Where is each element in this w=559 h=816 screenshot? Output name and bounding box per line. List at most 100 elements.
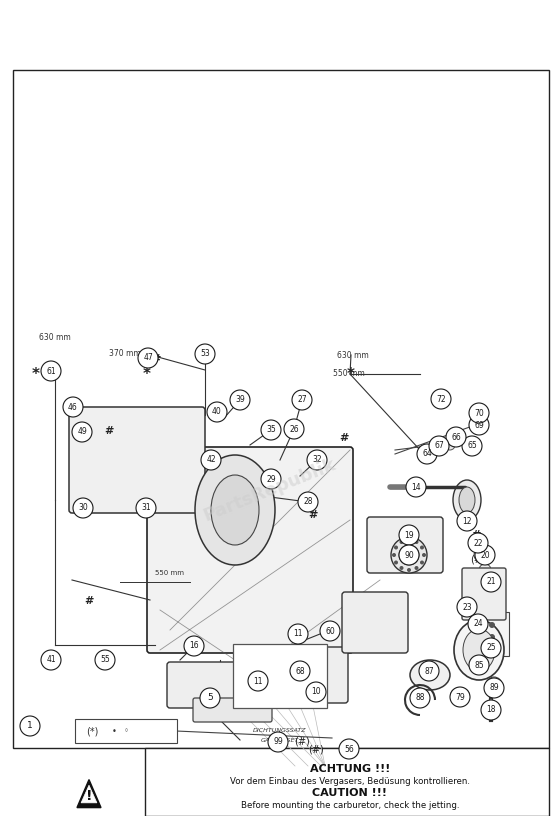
- Text: 64: 64: [422, 450, 432, 459]
- Text: 85: 85: [474, 660, 484, 669]
- Text: 10: 10: [311, 688, 321, 697]
- Circle shape: [392, 553, 396, 557]
- Ellipse shape: [454, 620, 504, 680]
- Text: 12: 12: [462, 517, 472, 526]
- Text: 32: 32: [312, 455, 322, 464]
- FancyBboxPatch shape: [145, 748, 549, 816]
- Text: 72: 72: [436, 394, 446, 403]
- Circle shape: [288, 624, 308, 644]
- Circle shape: [290, 661, 310, 681]
- Text: 56: 56: [344, 744, 354, 753]
- Circle shape: [136, 498, 156, 518]
- Text: 42: 42: [206, 455, 216, 464]
- Circle shape: [474, 549, 486, 561]
- Text: 66: 66: [451, 432, 461, 441]
- FancyBboxPatch shape: [342, 592, 408, 653]
- Text: (*): (*): [86, 726, 98, 736]
- Text: 25: 25: [486, 644, 496, 653]
- Text: 61: 61: [46, 366, 56, 375]
- Circle shape: [399, 545, 419, 565]
- Circle shape: [469, 415, 489, 435]
- Circle shape: [95, 650, 115, 670]
- Text: PartsRepublik: PartsRepublik: [201, 455, 339, 525]
- Circle shape: [410, 688, 430, 708]
- Circle shape: [422, 553, 426, 557]
- Polygon shape: [81, 785, 97, 803]
- Text: 630 mm: 630 mm: [39, 332, 71, 342]
- Ellipse shape: [451, 688, 469, 702]
- Text: 70: 70: [474, 409, 484, 418]
- Circle shape: [474, 622, 486, 634]
- Text: 16: 16: [189, 641, 199, 650]
- Circle shape: [468, 533, 488, 553]
- FancyBboxPatch shape: [277, 647, 348, 703]
- Circle shape: [486, 677, 502, 693]
- Circle shape: [420, 546, 424, 549]
- Text: Before mounting the carburetor, check the jetting.: Before mounting the carburetor, check th…: [241, 801, 459, 810]
- Text: *: *: [32, 366, 40, 382]
- Circle shape: [400, 566, 404, 570]
- Circle shape: [292, 390, 312, 410]
- Text: 53: 53: [200, 349, 210, 358]
- Text: #: #: [186, 639, 196, 649]
- Circle shape: [63, 397, 83, 417]
- Circle shape: [268, 732, 288, 752]
- Text: 67: 67: [434, 441, 444, 450]
- Text: GASKET-SET: GASKET-SET: [261, 738, 299, 743]
- Text: DICHTUNGSSATZ: DICHTUNGSSATZ: [253, 729, 307, 734]
- Text: 46: 46: [68, 402, 78, 411]
- Text: 11: 11: [253, 676, 263, 685]
- Text: 55: 55: [100, 655, 110, 664]
- Circle shape: [481, 572, 501, 592]
- Text: #: #: [105, 426, 113, 436]
- Circle shape: [73, 498, 93, 518]
- Circle shape: [195, 344, 215, 364]
- Circle shape: [400, 540, 404, 544]
- Circle shape: [200, 688, 220, 708]
- FancyBboxPatch shape: [13, 70, 549, 748]
- Text: Vor dem Einbau des Vergasers, Bedüsung kontrollieren.: Vor dem Einbau des Vergasers, Bedüsung k…: [230, 778, 470, 787]
- Text: CAUTION !!!: CAUTION !!!: [312, 788, 387, 798]
- FancyBboxPatch shape: [193, 698, 272, 722]
- Text: !: !: [86, 789, 92, 803]
- Text: #: #: [84, 596, 94, 606]
- Circle shape: [471, 407, 481, 417]
- Circle shape: [489, 644, 495, 650]
- Circle shape: [484, 678, 504, 698]
- Circle shape: [138, 348, 158, 368]
- Circle shape: [474, 588, 486, 600]
- Text: 20: 20: [480, 551, 490, 560]
- Circle shape: [422, 449, 432, 459]
- Text: 40: 40: [212, 407, 222, 416]
- Text: 5: 5: [207, 694, 213, 703]
- Polygon shape: [77, 779, 101, 808]
- Text: (#): (#): [294, 737, 310, 747]
- Text: 49: 49: [77, 428, 87, 437]
- Text: 89: 89: [489, 684, 499, 693]
- Text: 41: 41: [46, 655, 56, 664]
- Text: 87: 87: [424, 667, 434, 676]
- Circle shape: [41, 361, 61, 381]
- Text: 88: 88: [415, 694, 425, 703]
- Circle shape: [230, 390, 250, 410]
- Text: 79: 79: [455, 693, 465, 702]
- Circle shape: [415, 566, 419, 570]
- Circle shape: [450, 687, 470, 707]
- Text: 31: 31: [141, 503, 151, 512]
- Text: #: #: [309, 510, 318, 520]
- Circle shape: [394, 561, 398, 565]
- Circle shape: [466, 441, 476, 451]
- Circle shape: [399, 545, 419, 565]
- Circle shape: [471, 419, 481, 429]
- Circle shape: [468, 614, 488, 634]
- Circle shape: [462, 436, 482, 456]
- Circle shape: [248, 671, 268, 691]
- Circle shape: [20, 716, 40, 736]
- Circle shape: [489, 622, 495, 628]
- Circle shape: [391, 537, 427, 573]
- Text: (#): (#): [308, 744, 324, 754]
- Circle shape: [406, 477, 426, 497]
- Text: 68: 68: [295, 667, 305, 676]
- Text: 35: 35: [266, 425, 276, 434]
- Text: #: #: [151, 354, 160, 364]
